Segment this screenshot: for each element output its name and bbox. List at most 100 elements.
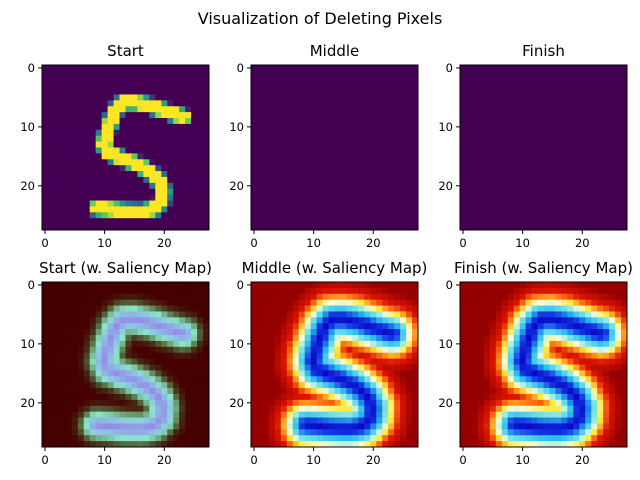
heatmap-cell	[477, 335, 485, 342]
heatmap-cell	[579, 417, 586, 424]
heatmap-cell	[179, 218, 186, 225]
heatmap-cell	[95, 329, 103, 336]
heatmap-cell	[42, 323, 49, 330]
axes-frame	[41, 281, 210, 448]
axes-frame	[459, 64, 628, 231]
heatmap-cell	[507, 346, 515, 354]
heatmap-cell	[125, 287, 132, 295]
heatmap-cell	[537, 323, 544, 330]
heatmap-cell	[471, 293, 479, 301]
heatmap-cell	[42, 393, 49, 401]
heatmap-cell	[256, 376, 264, 383]
heatmap-cell	[155, 340, 162, 348]
heatmap-cell	[507, 364, 515, 371]
heatmap-cell	[65, 188, 73, 196]
heatmap-cell	[591, 441, 598, 448]
heatmap-cell	[179, 376, 186, 383]
heatmap-cell	[137, 376, 144, 383]
heatmap-cell	[149, 147, 156, 154]
heatmap-cell	[268, 305, 276, 312]
heatmap-cell	[501, 417, 509, 424]
heatmap-cell	[59, 147, 67, 154]
heatmap-cell	[460, 435, 467, 442]
heatmap-cell	[328, 429, 335, 436]
heatmap-cell	[71, 358, 79, 365]
heatmap-cell	[358, 329, 365, 336]
heatmap-cell	[143, 417, 150, 424]
heatmap-cell	[603, 346, 610, 354]
heatmap-cell	[155, 317, 162, 324]
heatmap-cell	[274, 346, 282, 354]
heatmap-cell	[65, 70, 73, 78]
heatmap-cell	[65, 346, 73, 354]
heatmap-cell	[501, 393, 509, 401]
heatmap-cell	[483, 352, 491, 359]
heatmap-cell	[179, 188, 186, 196]
heatmap-cell	[280, 382, 288, 389]
heatmap-cell	[364, 287, 371, 295]
heatmap-cell	[400, 429, 407, 436]
heatmap-cell	[89, 112, 97, 119]
heatmap-cell	[555, 346, 562, 354]
heatmap-cell	[388, 299, 395, 306]
y-tick-label: 10	[20, 120, 35, 134]
heatmap-cell	[107, 346, 114, 354]
heatmap-cell	[352, 388, 359, 395]
heatmap-cell	[310, 435, 317, 442]
heatmap-cell	[197, 147, 204, 154]
heatmap-cell	[543, 293, 550, 301]
heatmap-cell	[561, 311, 568, 318]
x-tick-label: 20	[366, 453, 381, 467]
heatmap-cell	[137, 399, 144, 407]
heatmap-cell	[42, 411, 49, 418]
heatmap-cell	[262, 323, 270, 330]
heatmap-cell	[406, 370, 413, 377]
heatmap-cell	[262, 411, 270, 418]
heatmap-cell	[203, 118, 210, 125]
heatmap-cell	[131, 153, 138, 160]
heatmap-cell	[621, 299, 628, 306]
heatmap-cell	[42, 171, 49, 178]
heatmap-cell	[167, 323, 174, 330]
heatmap-cell	[382, 299, 389, 306]
heatmap-cell	[621, 317, 628, 324]
heatmap-cell	[555, 323, 562, 330]
heatmap-cell	[101, 194, 108, 201]
heatmap-cell	[83, 94, 91, 101]
heatmap-cell	[549, 364, 556, 371]
heatmap-cell	[113, 182, 120, 190]
heatmap-cell	[352, 376, 359, 383]
heatmap-cell	[191, 417, 198, 424]
heatmap-cell	[609, 299, 616, 306]
heatmap-cell	[131, 311, 138, 318]
heatmap-cell	[274, 335, 282, 342]
heatmap-cell	[185, 165, 192, 172]
heatmap-cell	[597, 358, 604, 365]
heatmap-cell	[179, 423, 186, 430]
heatmap-cell	[53, 423, 61, 430]
heatmap-cell	[268, 287, 276, 295]
heatmap-cell	[137, 135, 144, 142]
heatmap-cell	[173, 65, 180, 72]
heatmap-cell	[161, 106, 168, 113]
heatmap-cell	[555, 376, 562, 383]
heatmap-cell	[382, 429, 389, 436]
heatmap-cell	[543, 311, 550, 318]
heatmap-cell	[358, 405, 365, 413]
heatmap-cell	[95, 141, 103, 148]
heatmap-cell	[465, 317, 473, 324]
heatmap-cell	[179, 100, 186, 107]
heatmap-cell	[131, 393, 138, 401]
heatmap-cell	[328, 287, 335, 295]
heatmap-cell	[191, 299, 198, 306]
heatmap-cell	[47, 123, 55, 131]
heatmap-cell	[400, 305, 407, 312]
heatmap-cell	[179, 176, 186, 184]
heatmap-cell	[352, 287, 359, 295]
heatmap-cell	[274, 293, 282, 301]
heatmap-cell	[47, 405, 55, 413]
heatmap-cell	[251, 317, 258, 324]
heatmap-image	[251, 65, 418, 230]
heatmap-cell	[191, 405, 198, 413]
heatmap-cell	[286, 417, 294, 424]
